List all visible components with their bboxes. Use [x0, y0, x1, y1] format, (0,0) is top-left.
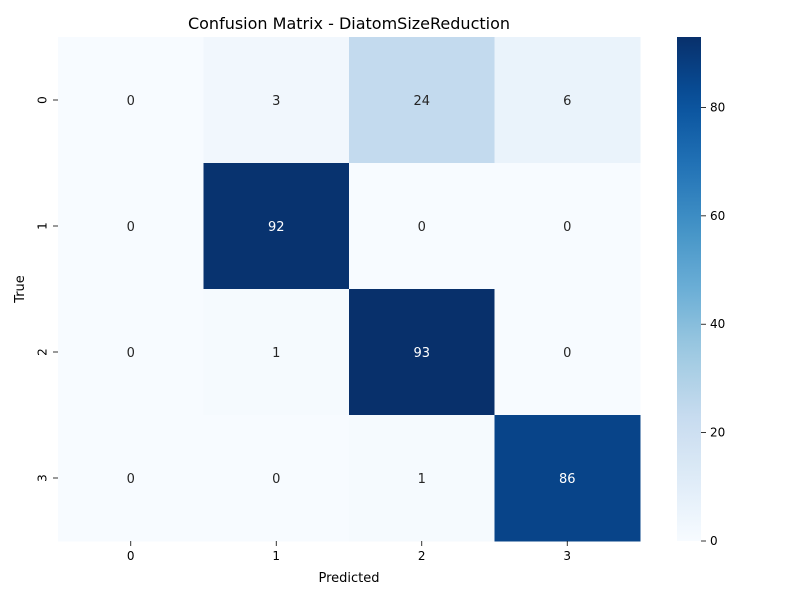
cell-value-r3-c2: 1	[418, 472, 426, 487]
cell-value-r0-c2: 24	[413, 94, 430, 109]
heatmap-cell-r2-c0	[58, 289, 204, 416]
heatmap-cell-r0-c3	[494, 37, 641, 164]
heatmap-cell-r2-c2	[349, 289, 495, 416]
cell-value-r3-c3: 86	[559, 472, 576, 487]
x-tick-label: 1	[272, 549, 280, 563]
colorbar: 0 20 40 60 80	[677, 37, 725, 548]
colorbar-gradient	[677, 37, 701, 541]
x-tick-label: 3	[563, 549, 571, 563]
y-axis-label: True	[13, 275, 28, 304]
heatmap-cell-r0-c0	[58, 37, 204, 164]
cell-value-r2-c3: 0	[563, 346, 571, 361]
cell-value-r1-c1: 92	[268, 220, 285, 235]
cell-value-r1-c3: 0	[563, 220, 571, 235]
cell-value-r0-c3: 6	[563, 94, 571, 109]
heatmap-cell-r1-c1	[203, 163, 350, 290]
heatmap-cell-r2-c1	[203, 289, 350, 416]
heatmap-cell-r1-c3	[494, 163, 641, 290]
heatmap-cell-labels: 0 3 24 6 0 92 0 0 0 1 93 0 0 0 1 86	[127, 94, 576, 487]
heatmap-cells	[58, 37, 641, 542]
y-tick-label: 0	[36, 96, 50, 104]
cell-value-r3-c0: 0	[127, 472, 135, 487]
cell-value-r2-c1: 1	[272, 346, 280, 361]
y-tick-label: 2	[36, 348, 50, 356]
colorbar-tick-label: 0	[710, 534, 718, 548]
y-tick-label: 3	[36, 474, 50, 482]
colorbar-tick-label: 40	[710, 317, 725, 331]
colorbar-tick-label: 20	[710, 426, 725, 440]
cell-value-r0-c1: 3	[272, 94, 280, 109]
y-tick-label: 1	[36, 222, 50, 230]
colorbar-tick-label: 60	[710, 209, 725, 223]
heatmap-cell-r3-c1	[203, 415, 350, 542]
x-axis-label: Predicted	[318, 571, 379, 586]
colorbar-tick-label: 80	[710, 100, 725, 114]
cell-value-r3-c1: 0	[272, 472, 280, 487]
chart-title: Confusion Matrix - DiatomSizeReduction	[188, 14, 510, 33]
heatmap-cell-r0-c1	[203, 37, 350, 164]
cell-value-r1-c0: 0	[127, 220, 135, 235]
x-tick-label: 2	[418, 549, 426, 563]
heatmap-cell-r3-c0	[58, 415, 204, 542]
cell-value-r0-c0: 0	[127, 94, 135, 109]
heatmap-cell-r3-c3	[494, 415, 641, 542]
cell-value-r2-c2: 93	[413, 346, 430, 361]
x-tick-label: 0	[127, 549, 135, 563]
cell-value-r2-c0: 0	[127, 346, 135, 361]
heatmap-cell-r0-c2	[349, 37, 495, 164]
heatmap-cell-r3-c2	[349, 415, 495, 542]
x-axis-ticks: 0 1 2 3	[127, 541, 571, 563]
cell-value-r1-c2: 0	[418, 220, 426, 235]
heatmap-cell-r2-c3	[494, 289, 641, 416]
heatmap-cell-r1-c0	[58, 163, 204, 290]
y-axis-ticks: 0 1 2 3	[36, 96, 58, 482]
heatmap-cell-r1-c2	[349, 163, 495, 290]
